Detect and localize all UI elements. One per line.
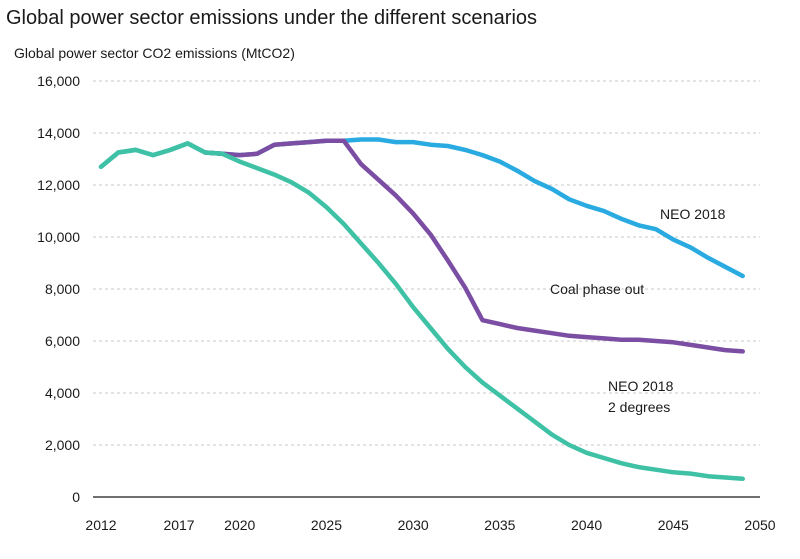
y-tick-label: 10,000	[37, 229, 80, 245]
annotation-neo-2018-2deg-line1: NEO 2018	[608, 378, 674, 394]
series-line-0	[98, 137, 745, 279]
y-tick-label: 2,000	[45, 437, 80, 453]
x-tick-label: 2035	[484, 517, 515, 533]
annotation-coal-phase-out: Coal phase out	[550, 281, 644, 297]
y-tick-label: 12,000	[37, 177, 80, 193]
y-tick-label: 8,000	[45, 281, 80, 297]
x-tick-label: 2012	[85, 517, 116, 533]
x-tick-label: 2017	[163, 517, 194, 533]
series-line-1	[202, 138, 745, 354]
x-tick-label: 2030	[398, 517, 429, 533]
x-tick-label: 2045	[658, 517, 689, 533]
chart-title: Global power sector emissions under the …	[6, 7, 537, 29]
x-tick-label: 2050	[744, 517, 775, 533]
x-tick-labels: 2012 2017 2020 2025 2030 2035 2040 2045 2050	[85, 517, 775, 533]
x-tick-label: 2025	[311, 517, 342, 533]
series-line-2	[98, 141, 745, 482]
y-tick-label: 14,000	[37, 125, 80, 141]
y-axis-label: Global power sector CO2 emissions (MtCO2…	[14, 45, 295, 61]
y-tick-labels: 16,000 14,000 12,000 10,000 8,000 6,000 4,000 2…	[37, 73, 80, 505]
y-tick-label: 4,000	[45, 385, 80, 401]
y-tick-label: 0	[72, 489, 80, 505]
annotation-neo-2018: NEO 2018	[660, 206, 726, 222]
y-tick-label: 16,000	[37, 73, 80, 89]
annotation-neo-2018-2deg-line2: 2 degrees	[608, 399, 670, 415]
y-tick-label: 6,000	[45, 333, 80, 349]
series-lines	[98, 137, 745, 482]
x-tick-label: 2020	[224, 517, 255, 533]
x-tick-label: 2040	[571, 517, 602, 533]
